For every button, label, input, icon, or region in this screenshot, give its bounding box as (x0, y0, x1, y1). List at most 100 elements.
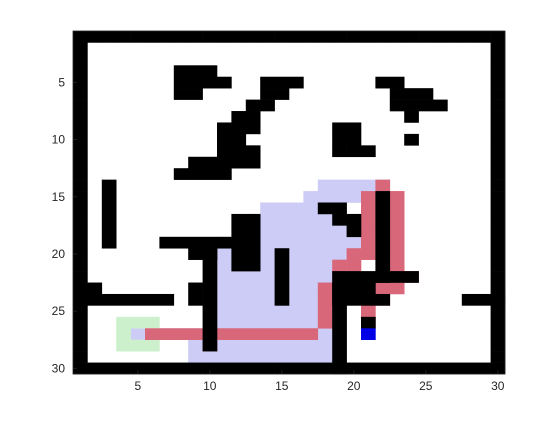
axes-box (72, 30, 506, 375)
obstacle-block (173, 88, 203, 100)
x-tick-label: 10 (203, 379, 217, 393)
path-cell (317, 305, 333, 318)
obstacle-cell (130, 362, 146, 375)
obstacle-block (375, 76, 405, 89)
explored-region (303, 191, 376, 203)
obstacle-cell (73, 53, 88, 66)
obstacle-cell (73, 202, 88, 215)
obstacle-cell (361, 31, 376, 43)
path-cell (361, 248, 376, 260)
explored-region (202, 293, 275, 306)
obstacle-cell (73, 88, 88, 100)
obstacle-cell (73, 248, 88, 260)
obstacle-cell (274, 31, 290, 43)
obstacle-cell (73, 133, 88, 146)
obstacle-block (173, 65, 218, 89)
obstacle-cell (490, 111, 506, 123)
obstacle-cell (73, 351, 88, 363)
path-cell (245, 328, 261, 340)
path-cell (332, 259, 347, 272)
path-cell (303, 328, 319, 340)
obstacle-cell (289, 31, 304, 43)
obstacle-cell (490, 271, 506, 283)
obstacle-cell (490, 31, 506, 43)
obstacle-block (404, 133, 419, 146)
obstacle-cell (245, 31, 261, 43)
start-region-cell (130, 316, 146, 329)
explored-region (317, 179, 391, 192)
obstacle-block (217, 236, 261, 249)
start-region-cell (145, 339, 160, 352)
obstacle-cell (490, 122, 506, 135)
y-tick-label: 15 (52, 190, 66, 204)
obstacle-block (332, 293, 391, 306)
obstacle-cell (490, 236, 506, 249)
obstacle-block (217, 133, 247, 146)
obstacle-cell (73, 122, 88, 135)
start-region-cell (116, 328, 131, 340)
obstacle-cell (490, 328, 506, 340)
obstacle-cell (260, 31, 275, 43)
obstacle-cell (389, 31, 405, 43)
obstacle-block (188, 156, 261, 169)
path-cell (361, 236, 376, 249)
start-region-cell (145, 316, 160, 329)
obstacle-cell (490, 225, 506, 238)
obstacle-block (231, 111, 261, 123)
path-cell (317, 282, 333, 295)
path-cell (159, 328, 175, 340)
path-cell (389, 202, 405, 215)
obstacle-cell (490, 88, 506, 100)
path-cell (361, 305, 376, 318)
obstacle-cell (73, 362, 88, 375)
x-tick-label: 5 (134, 379, 141, 393)
obstacle-block (73, 293, 175, 306)
obstacle-cell (87, 362, 103, 375)
obstacle-cell (375, 31, 391, 43)
obstacle-block (361, 316, 376, 329)
obstacle-cell (159, 362, 175, 375)
explored-region (289, 293, 333, 306)
obstacle-block (159, 236, 218, 249)
obstacle-block (317, 202, 347, 215)
obstacle-block (245, 99, 275, 112)
obstacle-block (231, 248, 261, 272)
obstacle-block (346, 225, 362, 238)
obstacle-cell (389, 362, 405, 375)
y-tick-label: 25 (52, 304, 66, 318)
path-cell (231, 328, 247, 340)
obstacle-cell (346, 362, 362, 375)
obstacle-cell (490, 76, 506, 89)
path-cell (188, 328, 203, 340)
explored-region (217, 259, 232, 272)
obstacle-cell (87, 31, 103, 43)
path-cell (217, 328, 232, 340)
obstacle-cell (73, 259, 88, 272)
obstacle-cell (332, 31, 347, 43)
y-tick-label: 20 (52, 247, 66, 261)
obstacle-cell (73, 305, 88, 318)
obstacle-cell (361, 362, 376, 375)
obstacle-cell (490, 202, 506, 215)
obstacle-cell (145, 362, 160, 375)
obstacle-block (217, 76, 232, 89)
explored-region (260, 259, 333, 272)
obstacle-cell (245, 362, 261, 375)
obstacle-cell (188, 31, 203, 43)
obstacle-block (87, 282, 103, 295)
obstacle-block (389, 88, 434, 100)
obstacle-cell (217, 362, 232, 375)
obstacle-cell (490, 99, 506, 112)
obstacle-cell (490, 339, 506, 352)
obstacle-cell (73, 282, 88, 295)
obstacle-cell (476, 362, 491, 375)
obstacle-block (332, 145, 347, 158)
obstacle-block (389, 99, 448, 112)
obstacle-block (332, 122, 362, 135)
obstacle-cell (490, 362, 506, 375)
path-cell (361, 213, 376, 226)
obstacle-cell (202, 362, 218, 375)
path-cell (389, 236, 405, 249)
axes: 5 10 15 20 25 30 5 10 15 20 25 30 (52, 30, 506, 393)
start-region-cell (116, 316, 131, 329)
